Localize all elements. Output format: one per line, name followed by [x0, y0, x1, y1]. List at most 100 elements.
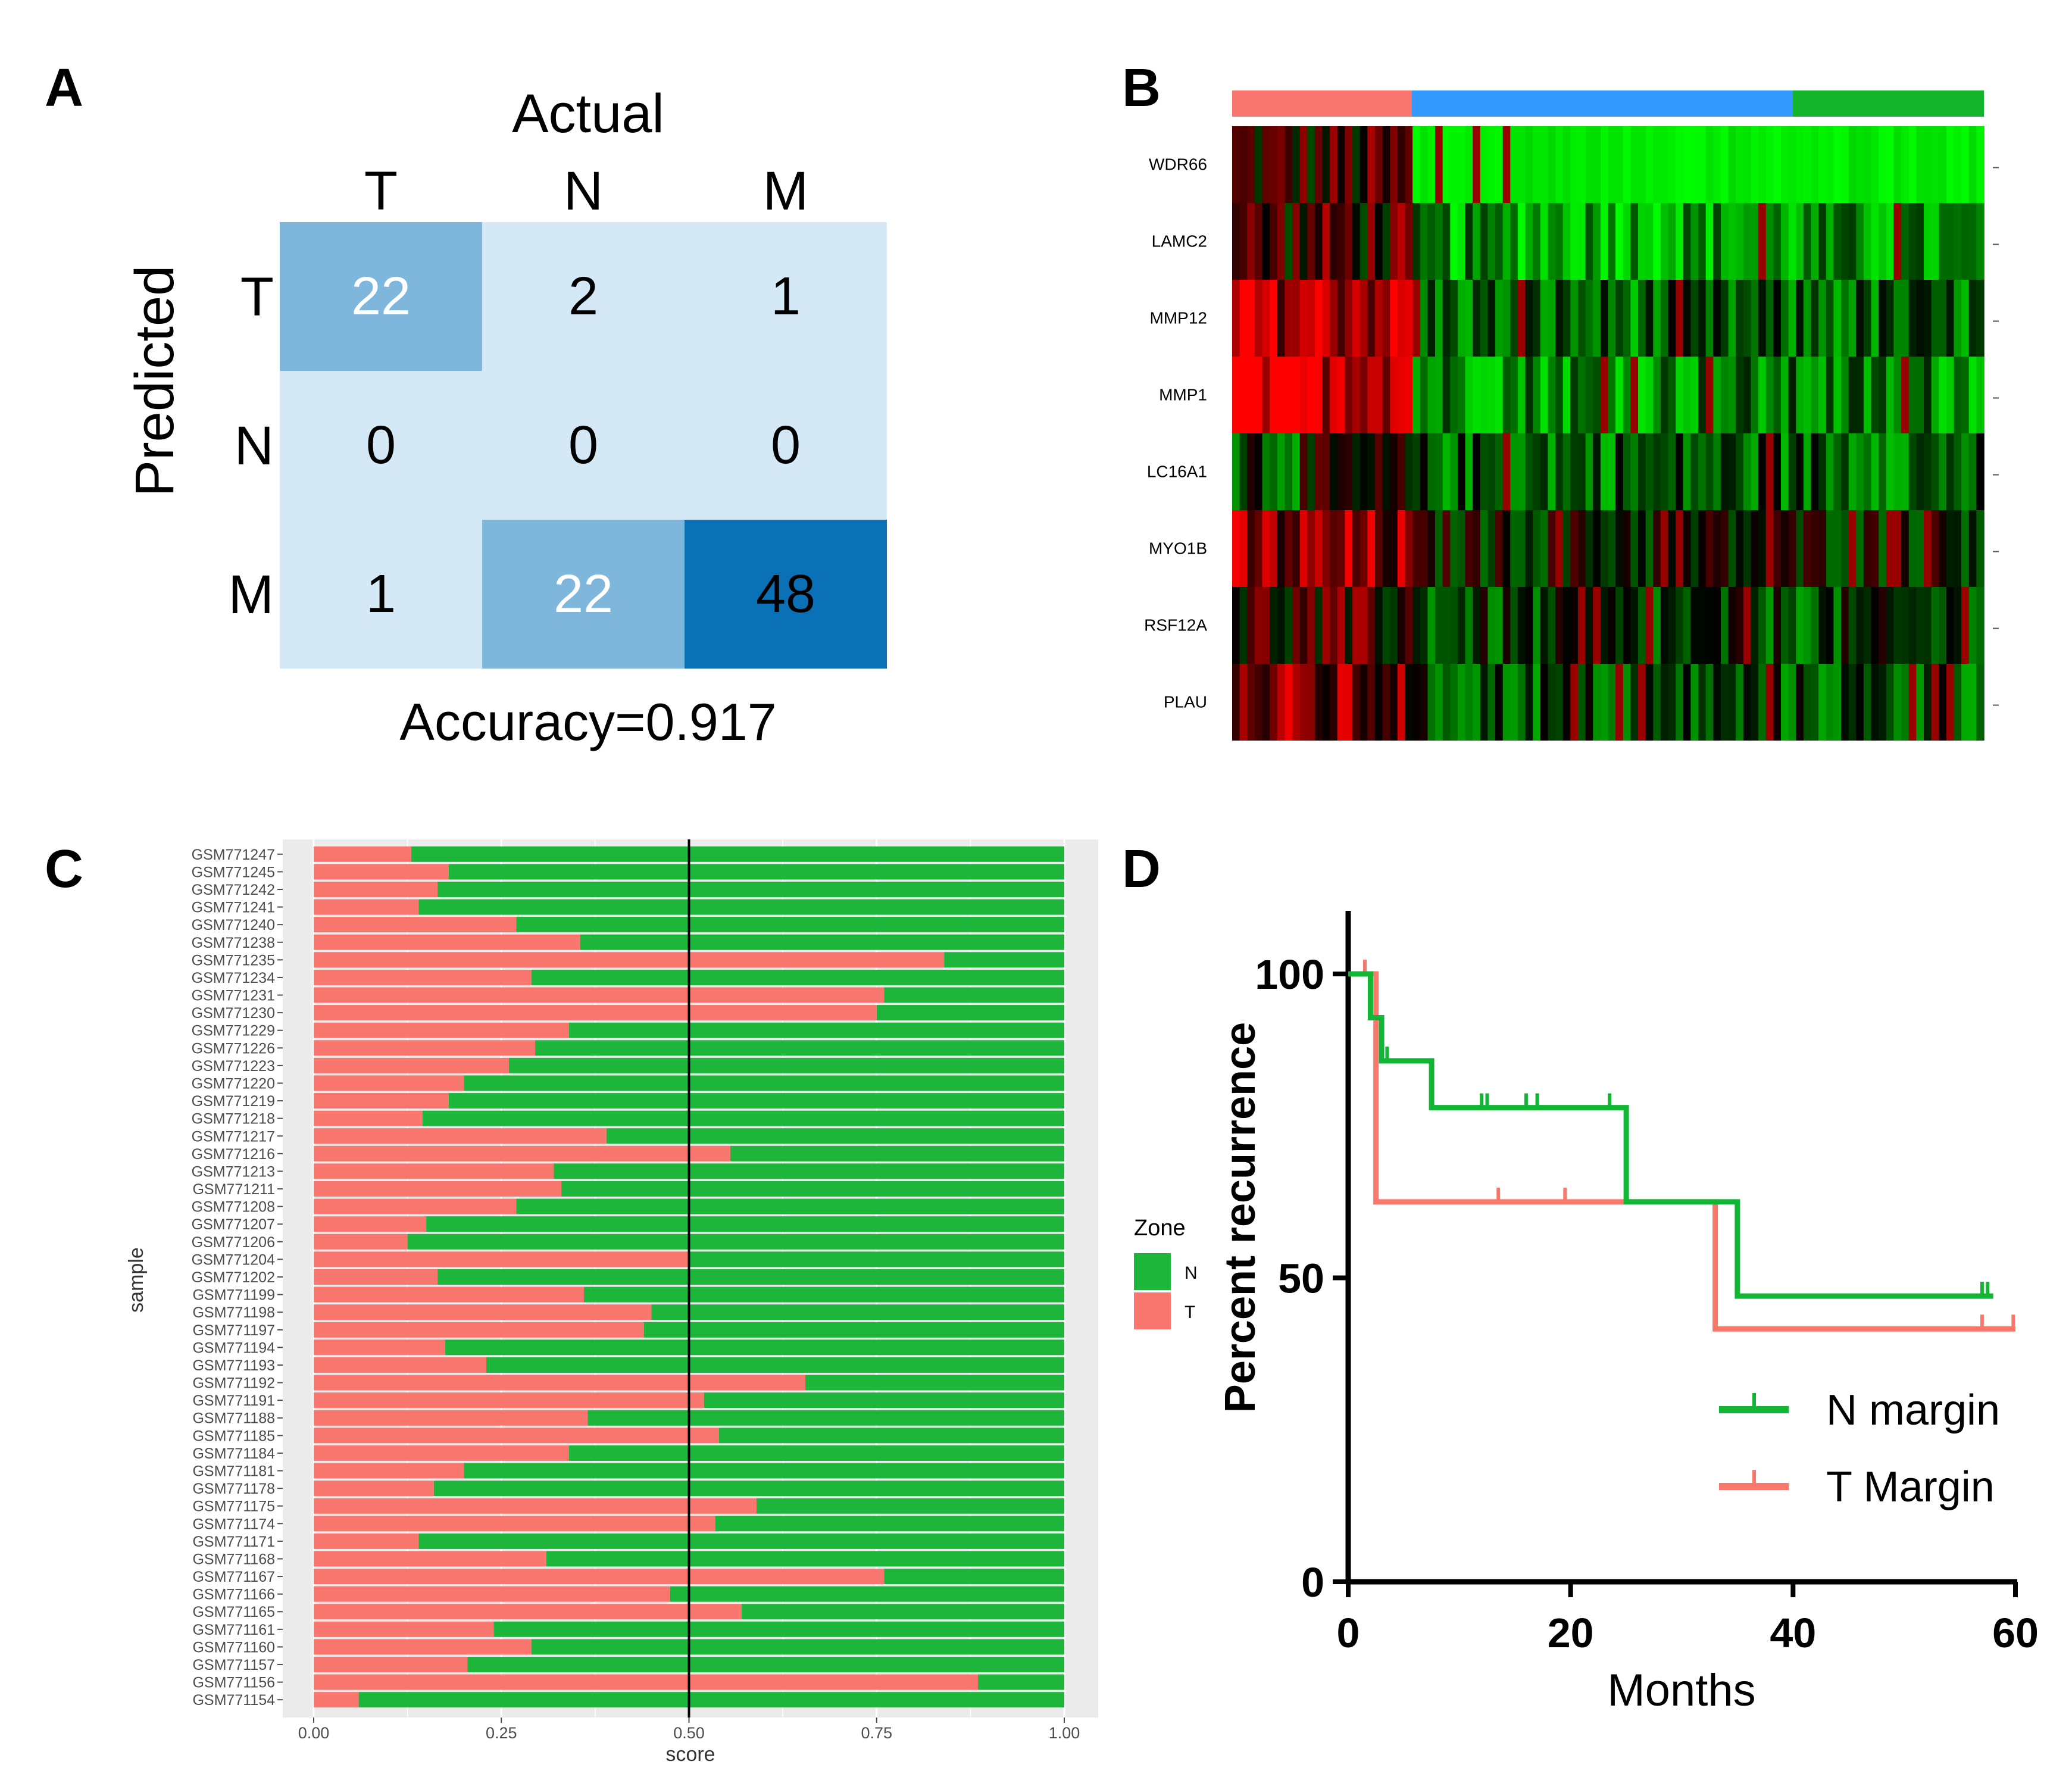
heatmap-cell [1487, 664, 1496, 741]
heatmap-cell [1352, 664, 1361, 741]
heatmap-cell [1796, 203, 1804, 280]
bar-n-segment [407, 1233, 1064, 1250]
heatmap-cell [1803, 510, 1812, 587]
heatmap-cell [1254, 280, 1263, 357]
heatmap-cell [1314, 587, 1323, 664]
heatmap-cell [1630, 664, 1639, 741]
heatmap-cell [1705, 203, 1714, 280]
cm-actual-title: Actual [512, 83, 664, 144]
heatmap-cell [1788, 664, 1796, 741]
heatmap-cell [1548, 587, 1556, 664]
heatmap-cell [1593, 357, 1601, 433]
bar-t-segment [314, 1674, 978, 1690]
heatmap-cell [1660, 433, 1669, 510]
bar-n-segment [568, 1022, 1064, 1038]
bar-n-segment [670, 1586, 1064, 1602]
heatmap-cell [1555, 203, 1564, 280]
heatmap-cell [1510, 357, 1518, 433]
heatmap-cell [1517, 510, 1526, 587]
km-legend-label-n: N margin [1826, 1386, 2000, 1434]
heatmap-cell [1623, 664, 1632, 741]
heatmap-cell [1931, 587, 1939, 664]
heatmap-cell [1548, 510, 1556, 587]
heatmap-cell [1668, 664, 1676, 741]
bar-t-segment [314, 1533, 419, 1549]
heatmap-cell [1773, 664, 1782, 741]
heatmap-cell [1382, 664, 1390, 741]
heatmap-cell [1833, 433, 1842, 510]
heatmap-cell [1796, 357, 1804, 433]
heatmap-cell [1720, 664, 1729, 741]
heatmap-cell [1863, 510, 1872, 587]
heatmap-cell [1743, 587, 1752, 664]
heatmap-cell [1705, 510, 1714, 587]
heatmap-gene-label: MMP1 [1159, 386, 1207, 404]
heatmap-cell [1285, 664, 1293, 741]
heatmap-cell [1818, 664, 1827, 741]
heatmap-cell [1879, 203, 1887, 280]
heatmap-cell [1841, 510, 1849, 587]
heatmap-cell [1638, 203, 1646, 280]
heatmap-cell [1924, 664, 1932, 741]
heatmap-cell [1533, 587, 1541, 664]
heatmap-cell [1683, 357, 1692, 433]
heatmap-cell [1645, 664, 1654, 741]
bar-t-segment [314, 1163, 554, 1179]
heatmap-cell [1765, 510, 1774, 587]
heatmap-cell [1645, 510, 1654, 587]
heatmap-cell [1863, 433, 1872, 510]
heatmap-cell [1788, 357, 1796, 433]
heatmap-cell [1307, 433, 1315, 510]
heatmap-cell [1307, 357, 1315, 433]
heatmap-cell [1833, 203, 1842, 280]
heatmap-cell [1720, 433, 1729, 510]
heatmap-cell [1480, 587, 1489, 664]
heatmap-cell [1307, 510, 1315, 587]
heatmap-cell [1412, 280, 1421, 357]
heatmap-cell [1314, 664, 1323, 741]
heatmap-cell [1502, 510, 1511, 587]
heatmap-cell [1285, 357, 1293, 433]
heatmap-cell [1668, 510, 1676, 587]
heatmap-cell [1833, 587, 1842, 664]
heatmap-cell [1796, 433, 1804, 510]
heatmap-cell [1676, 433, 1684, 510]
heatmap-cell [1360, 280, 1368, 357]
heatmap-cell [1811, 510, 1819, 587]
heatmap-cell [1285, 433, 1293, 510]
heatmap-cell [1668, 587, 1676, 664]
panel-c: C GSM771247GSM771245GSM771242GSM771241GS… [45, 839, 1198, 1766]
heatmap-cell [1254, 587, 1263, 664]
heatmap-cell [1232, 587, 1240, 664]
heatmap-cell [1548, 280, 1556, 357]
bar-n-segment [437, 882, 1064, 897]
heatmap-cell [1435, 664, 1443, 741]
heatmap-cell [1856, 664, 1864, 741]
heatmap-cell [1653, 510, 1661, 587]
heatmap-cell [1435, 357, 1443, 433]
heatmap-cell [1322, 357, 1330, 433]
heatmap-cell [1788, 280, 1796, 357]
heatmap-cell [1578, 433, 1586, 510]
heatmap-cell [1690, 126, 1699, 203]
heatmap-cell [1600, 510, 1609, 587]
heatmap-cell [1473, 357, 1481, 433]
heatmap-cell [1856, 433, 1864, 510]
heatmap-cell [1961, 280, 1970, 357]
heatmap-cell [1833, 280, 1842, 357]
heatmap-cell [1781, 126, 1789, 203]
heatmap-cell [1517, 280, 1526, 357]
heatmap-cell [1247, 433, 1255, 510]
heatmap-cell [1886, 203, 1895, 280]
heatmap-cell [1751, 433, 1759, 510]
heatmap-cell [1893, 357, 1902, 433]
bar-x-tick-label: 0.50 [673, 1724, 705, 1742]
heatmap-cell [1337, 587, 1346, 664]
heatmap-cell [1833, 126, 1842, 203]
heatmap-cell [1352, 357, 1361, 433]
heatmap-cell [1939, 587, 1947, 664]
heatmap-cell [1510, 280, 1518, 357]
heatmap-cell [1736, 203, 1744, 280]
heatmap-cell [1871, 664, 1879, 741]
bar-t-segment [314, 1692, 359, 1708]
